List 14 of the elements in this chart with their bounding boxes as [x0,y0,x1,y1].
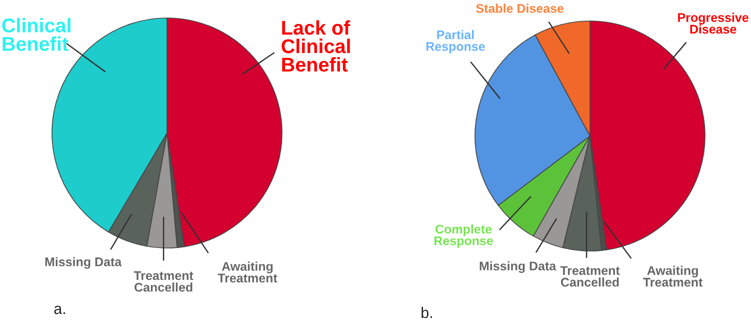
text: a. [54,306,65,314]
slice-label: Clinical Benefit [2,18,70,51]
slice-label: Lack of Clinical Benefit [282,20,350,72]
slice-label: Stable Disease [476,4,564,13]
slice-label: Complete Response [434,224,493,248]
slice-label: Missing Data [45,257,122,269]
slice-label: Awaiting Treatment [643,266,703,287]
slice-label: Partial Response [426,30,485,54]
slice-label: Awaiting Treatment [218,262,278,283]
slice-label: Progressive Disease [678,12,748,34]
slice-label: Treatment Cancelled [134,271,194,292]
slice-label: Treatment Cancelled [560,266,620,287]
slice-label: Missing Data [480,261,556,273]
text: b. [422,306,432,318]
